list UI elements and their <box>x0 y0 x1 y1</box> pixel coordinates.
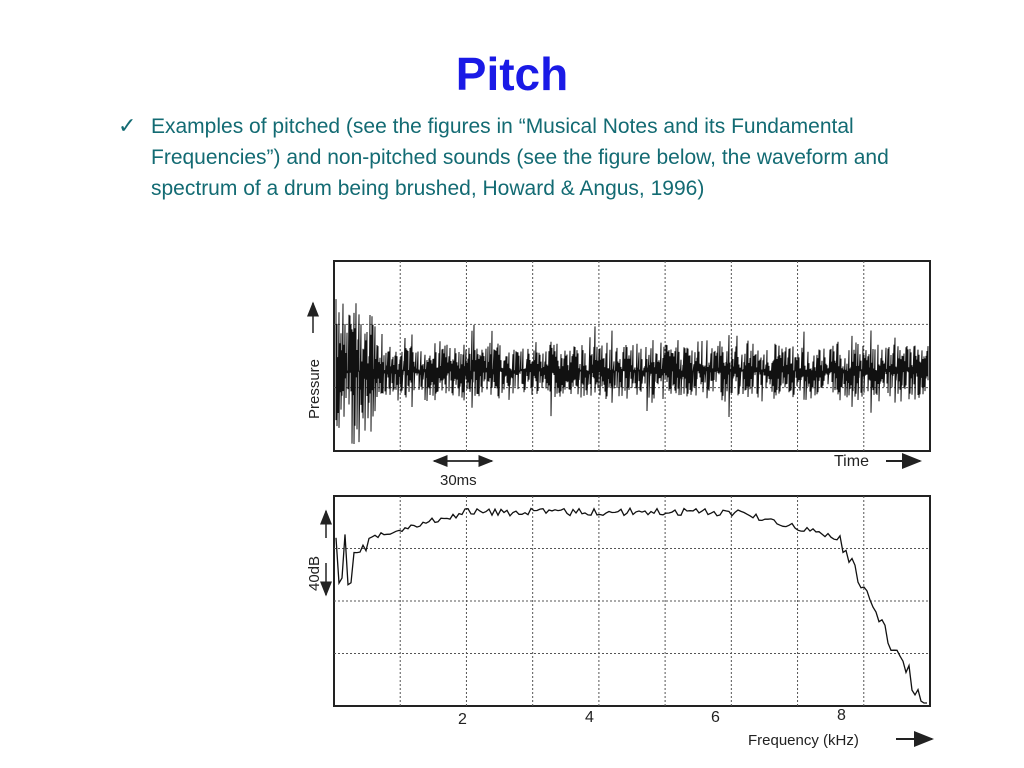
slide-title: Pitch <box>455 48 569 100</box>
checkmark-icon: ✓ <box>118 114 137 139</box>
tick-label-2: 2 <box>458 711 467 728</box>
pressure-label: Pressure <box>306 359 323 419</box>
tick-label-6: 6 <box>711 709 720 726</box>
bullet-text: Examples of pitched (see the figures in … <box>151 115 889 200</box>
frequency-axis: Frequency (kHz) <box>748 731 934 749</box>
tick-label-8: 8 <box>837 707 846 724</box>
drum-figure: Pressure Time 30ms 40dB 2 4 <box>282 233 944 758</box>
time-label: Time <box>834 453 869 470</box>
bullet-list: ✓ Examples of pitched (see the figures i… <box>118 111 948 204</box>
scale-bar-label: 30ms <box>440 472 477 489</box>
db-axis: 40dB <box>306 509 332 597</box>
frequency-ticks: 2 4 6 8 <box>458 707 846 728</box>
spectrum-trace <box>335 506 927 704</box>
waveform-panel <box>333 260 931 452</box>
tick-label-4: 4 <box>585 709 594 726</box>
db-label: 40dB <box>306 556 323 591</box>
waveform-trace <box>335 299 929 445</box>
spectrum-panel <box>333 495 931 707</box>
scale-bar: 30ms <box>432 455 494 489</box>
pressure-axis: Pressure <box>306 301 323 419</box>
frequency-label: Frequency (kHz) <box>748 732 859 749</box>
time-axis: Time <box>834 453 922 470</box>
